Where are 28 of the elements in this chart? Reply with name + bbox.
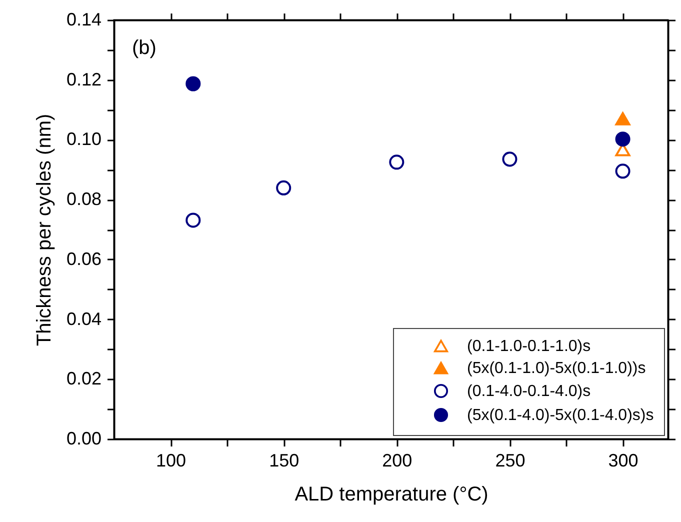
point <box>615 132 630 147</box>
y-axis-title: Thickness per cycles (nm) <box>33 114 56 346</box>
x-tick-label: 250 <box>495 450 526 470</box>
legend-label: (0.1-1.0-0.1-1.0)s <box>467 338 591 355</box>
point <box>615 112 630 126</box>
x-tick-label: 100 <box>156 450 186 470</box>
point <box>276 180 292 196</box>
y-tick-label: 0.12 <box>66 69 102 90</box>
y-tick-label: 0.00 <box>66 428 102 448</box>
point <box>615 164 630 179</box>
x-axis-title: ALD temperature (°C) <box>294 484 488 506</box>
point <box>186 76 201 92</box>
y-tick-label: 0.08 <box>66 189 102 210</box>
y-tick-label: 0.02 <box>66 368 102 389</box>
legend-label: (5x(0.1-1.0)-5x(0.1-1.0))s <box>467 360 646 377</box>
x-tick-label: 150 <box>269 450 300 470</box>
legend-label: (0.1-4.0-0.1-4.0)s <box>467 383 591 400</box>
x-tick-label: 300 <box>608 450 638 470</box>
annotation: (b) <box>132 37 156 59</box>
legend-label: (5x(0.1-4.0)-5x(0.1-4.0)s)s <box>467 407 654 424</box>
y-tick-label: 0.06 <box>66 248 102 269</box>
point <box>502 152 518 167</box>
y-tick-label: 0.10 <box>66 129 102 150</box>
point <box>186 212 201 228</box>
y-tick-label: 0.04 <box>66 308 102 329</box>
x-tick-label: 200 <box>382 450 412 470</box>
y-tick-label: 0.14 <box>66 10 102 30</box>
point <box>389 154 404 170</box>
